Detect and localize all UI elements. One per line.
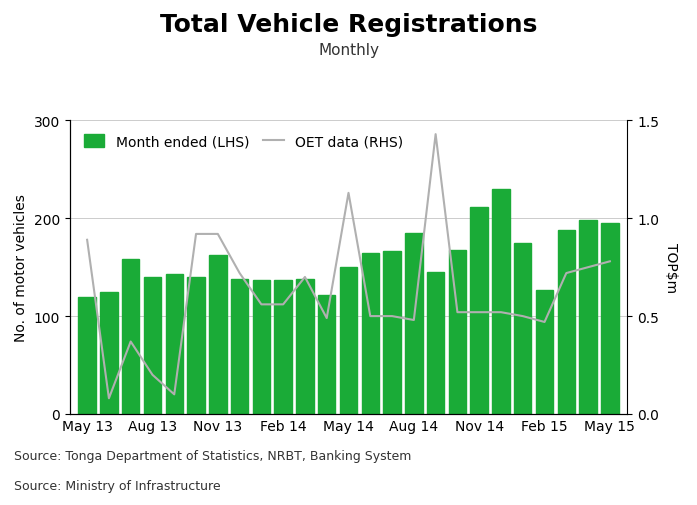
- Y-axis label: No. of motor vehicles: No. of motor vehicles: [14, 194, 28, 341]
- Legend: Month ended (LHS), OET data (RHS): Month ended (LHS), OET data (RHS): [77, 128, 410, 156]
- Bar: [558, 231, 575, 414]
- Bar: [601, 224, 619, 414]
- Bar: [514, 243, 532, 414]
- Bar: [318, 295, 335, 414]
- Bar: [122, 260, 139, 414]
- Y-axis label: TOP$m: TOP$m: [664, 242, 678, 293]
- Bar: [449, 250, 466, 414]
- Bar: [470, 207, 488, 414]
- Bar: [296, 279, 314, 414]
- Bar: [340, 268, 358, 414]
- Bar: [405, 233, 422, 414]
- Text: Total Vehicle Registrations: Total Vehicle Registrations: [160, 13, 537, 36]
- Bar: [275, 280, 292, 414]
- Bar: [252, 280, 270, 414]
- Bar: [231, 279, 248, 414]
- Bar: [78, 297, 95, 414]
- Bar: [209, 256, 227, 414]
- Bar: [579, 221, 597, 414]
- Bar: [144, 277, 161, 414]
- Text: Source: Tonga Department of Statistics, NRBT, Banking System: Source: Tonga Department of Statistics, …: [14, 449, 411, 462]
- Bar: [100, 292, 118, 414]
- Bar: [536, 290, 553, 414]
- Bar: [166, 275, 183, 414]
- Bar: [362, 253, 379, 414]
- Bar: [383, 251, 401, 414]
- Bar: [427, 273, 445, 414]
- Bar: [187, 277, 205, 414]
- Text: Monthly: Monthly: [318, 43, 379, 58]
- Text: Source: Ministry of Infrastructure: Source: Ministry of Infrastructure: [14, 479, 220, 492]
- Bar: [492, 189, 510, 414]
